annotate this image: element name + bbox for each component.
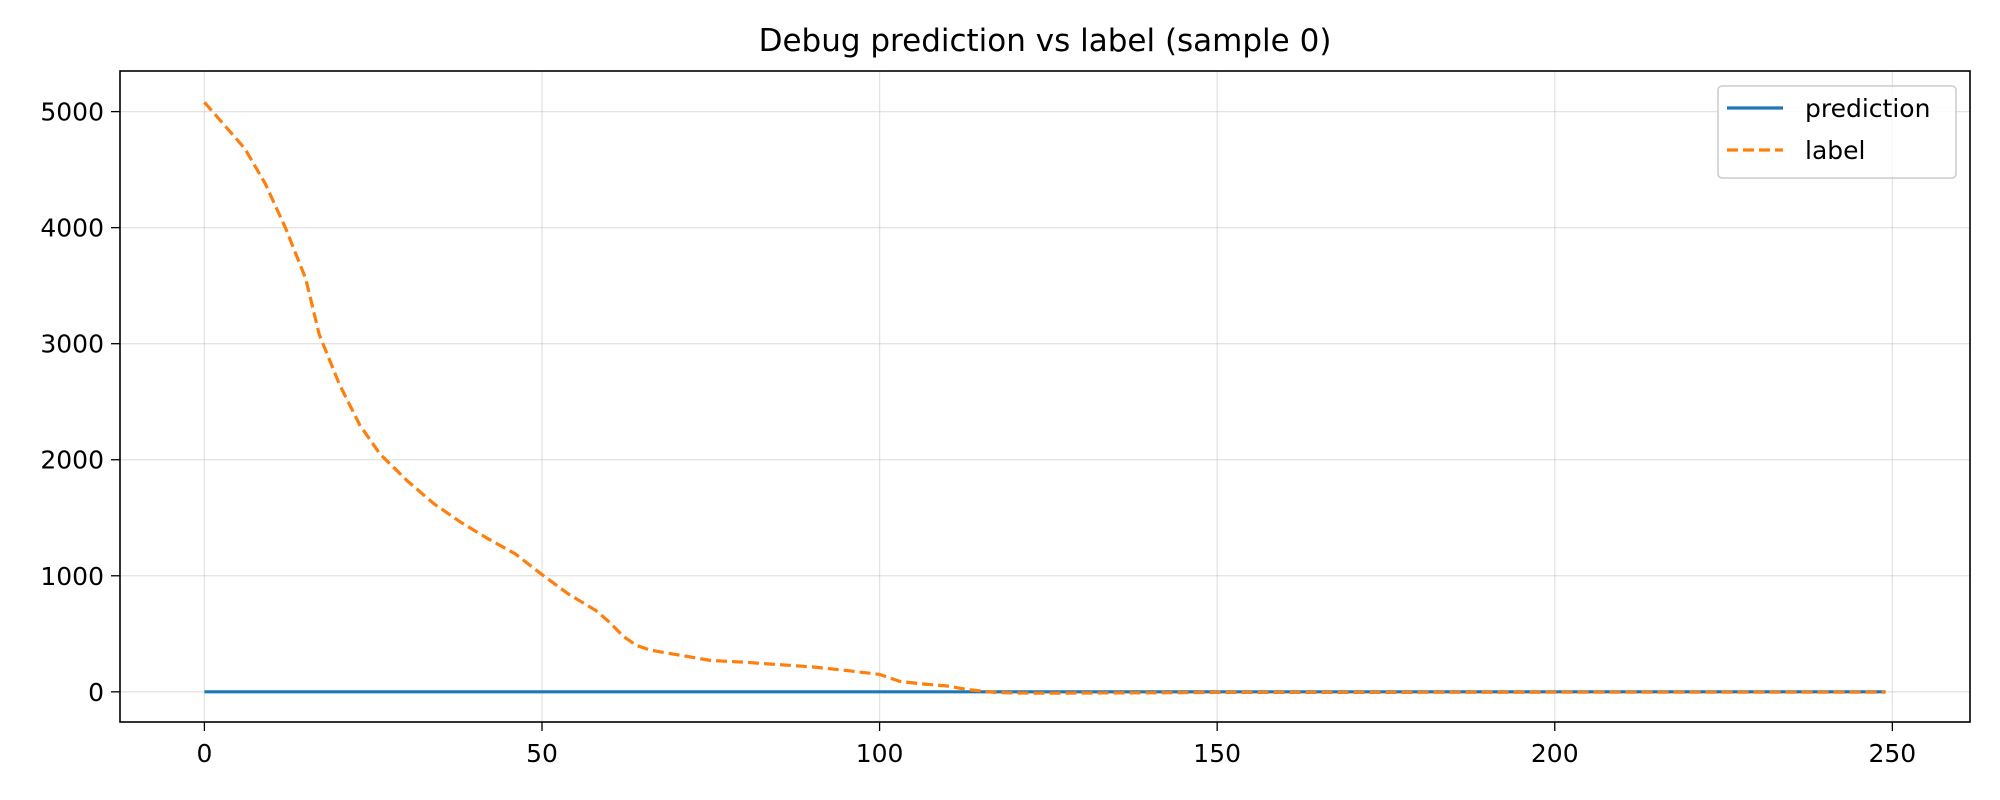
y-tick-label: 0 (88, 678, 104, 707)
y-tick-label: 4000 (40, 214, 104, 243)
y-tick-label: 1000 (40, 562, 104, 591)
plot-frame (119, 70, 1971, 723)
chart-title: Debug prediction vs label (sample 0) (759, 23, 1332, 59)
y-axis-ticks: 0 1000 2000 3000 4000 5000 (40, 98, 120, 707)
series-layer (203, 101, 1886, 695)
legend-label-prediction: prediction (1805, 94, 1930, 123)
legend-label-label: label (1805, 136, 1865, 165)
y-tick-label: 2000 (40, 446, 104, 475)
x-tick-label: 250 (1868, 739, 1916, 768)
x-tick-label: 150 (1193, 739, 1241, 768)
legend: prediction label (1717, 85, 1957, 179)
y-tick-label: 5000 (40, 98, 104, 127)
x-tick-label: 200 (1531, 739, 1579, 768)
series-line-label (203, 101, 1886, 695)
grid (120, 71, 1970, 722)
y-tick-label: 3000 (40, 330, 104, 359)
x-axis-ticks: 0 50 100 150 200 250 (196, 722, 1916, 768)
x-tick-label: 100 (856, 739, 904, 768)
x-tick-label: 50 (526, 739, 558, 768)
x-tick-label: 0 (196, 739, 212, 768)
